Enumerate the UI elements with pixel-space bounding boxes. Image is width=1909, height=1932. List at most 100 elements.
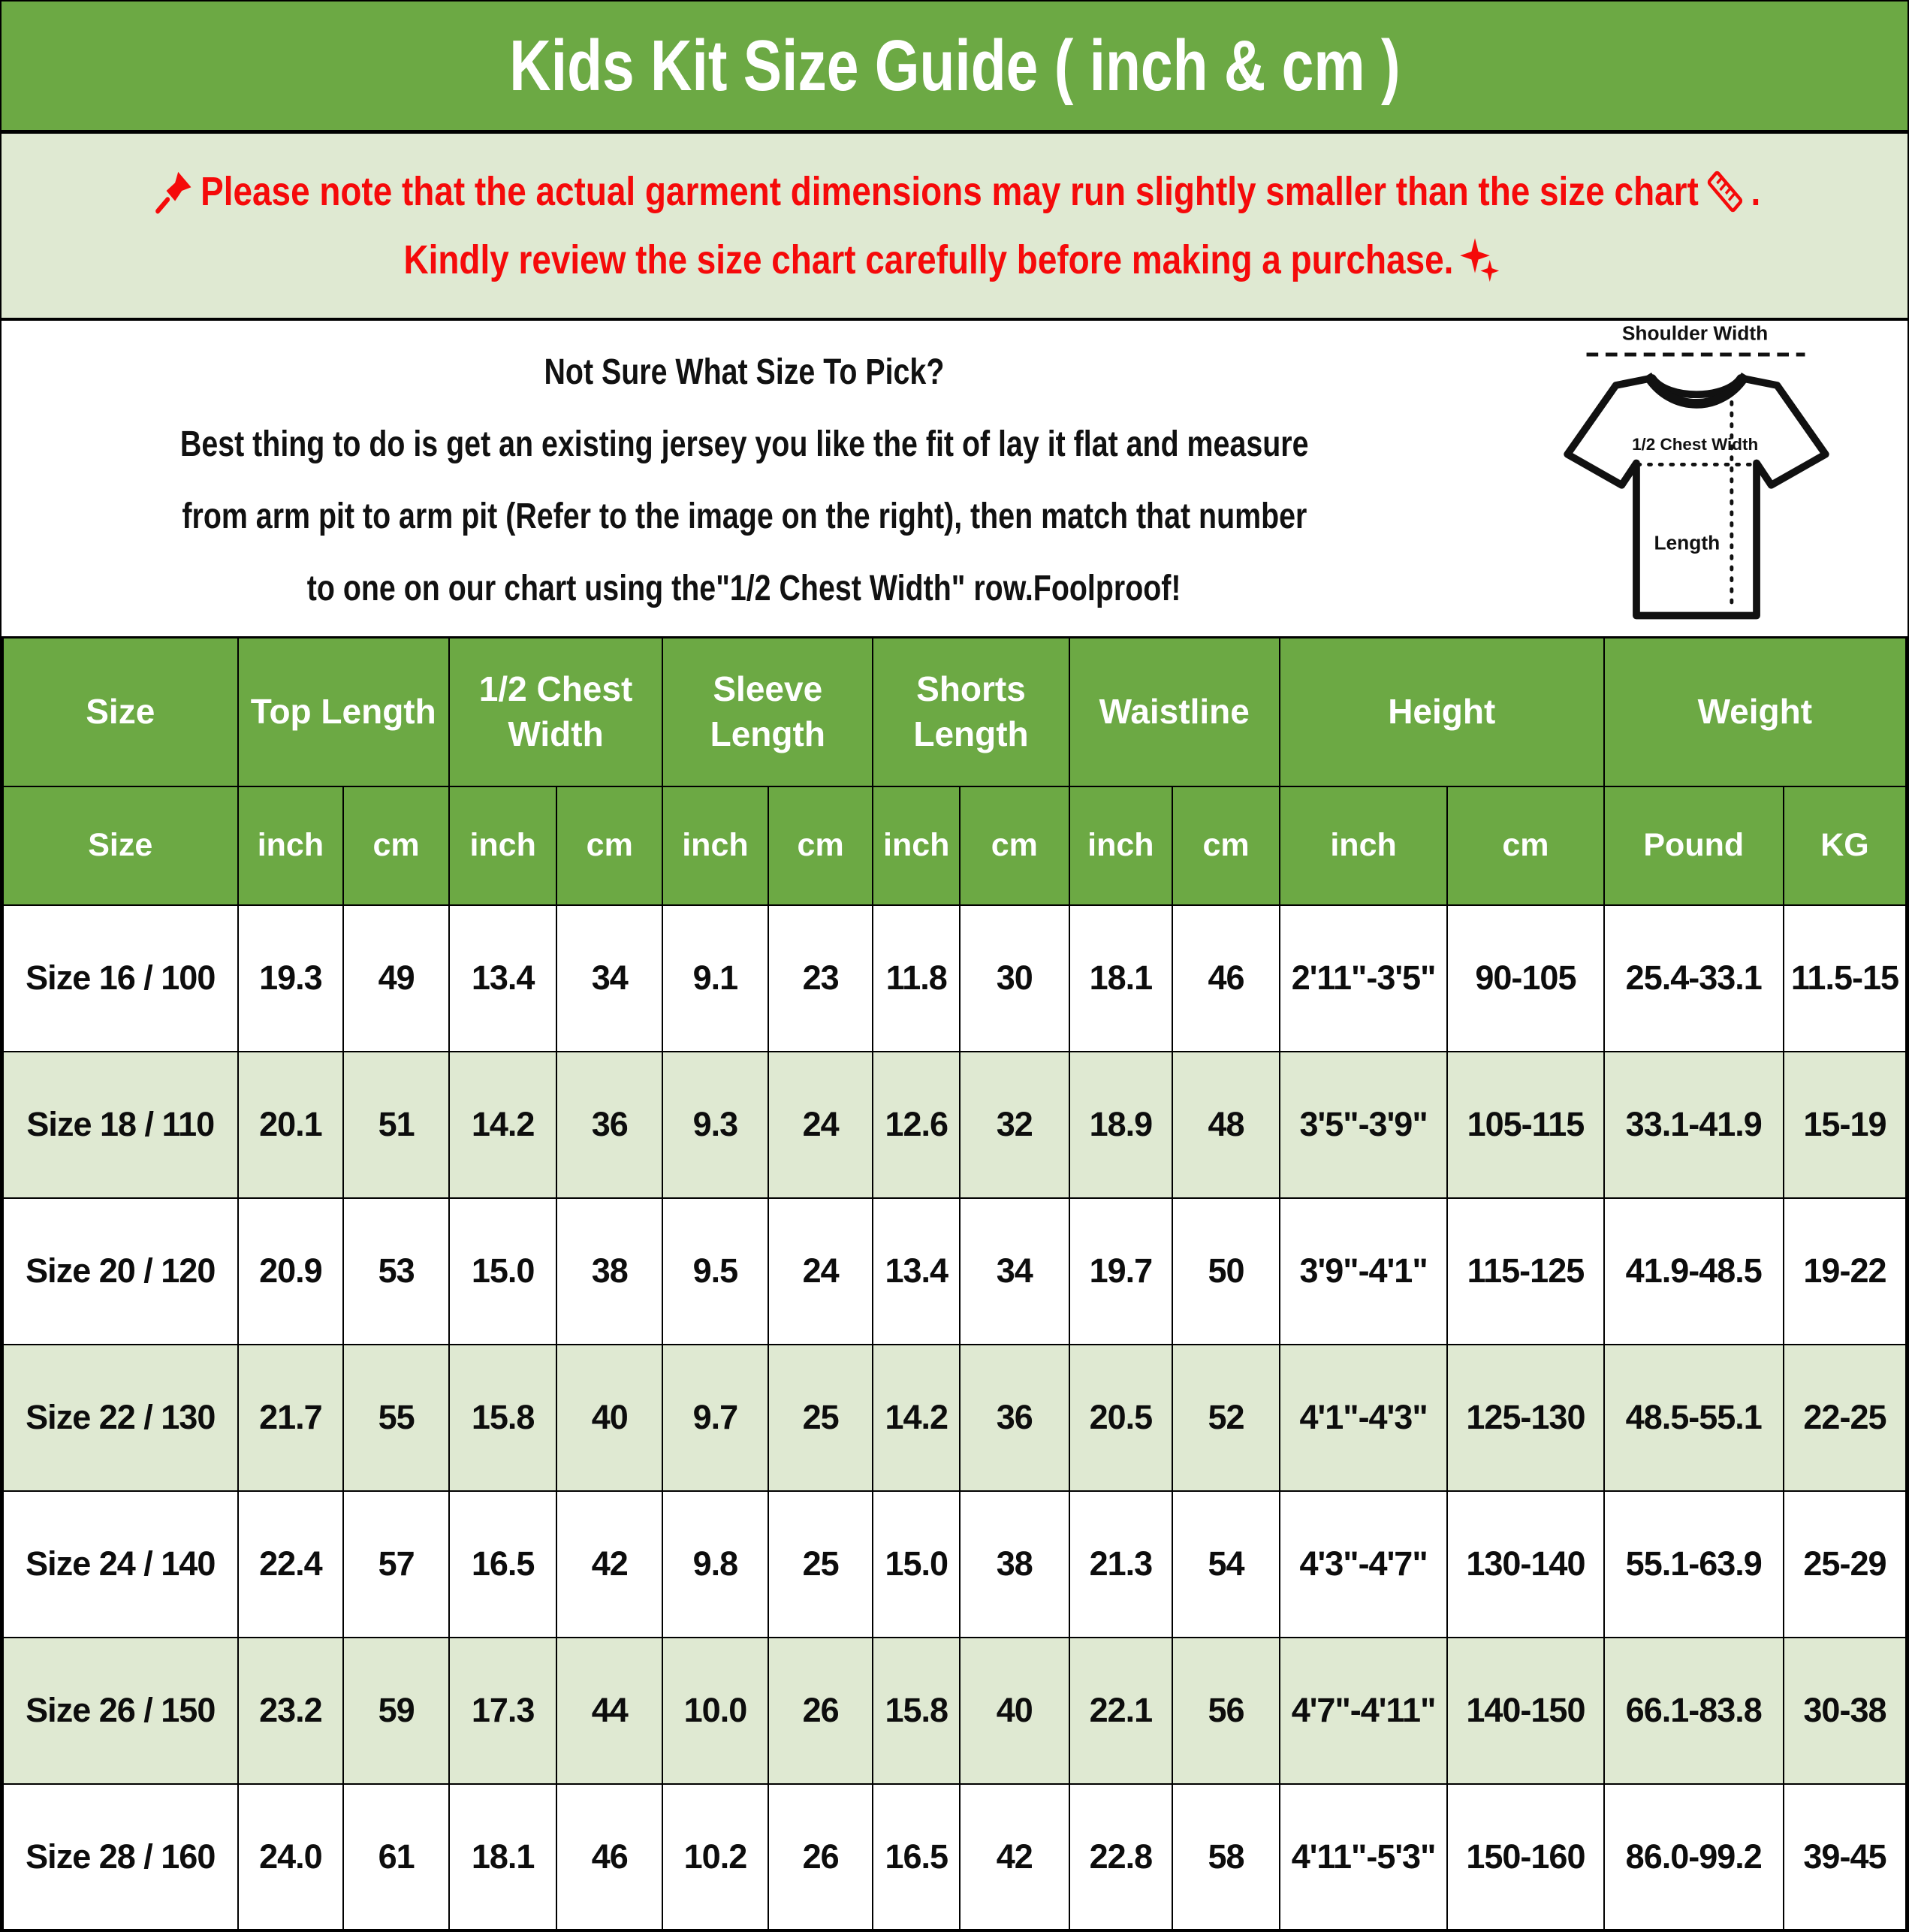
- value-cell: 61: [342, 1783, 450, 1930]
- value-cell: 3'9"-4'1": [1278, 1197, 1449, 1345]
- size-table: Size Top Length 1/2 Chest Width Sleeve Leng…: [2, 636, 1907, 1930]
- title-bar: Kids Kit Size Guide ( inch & cm ): [2, 2, 1907, 134]
- value-cell: 24.0: [237, 1783, 345, 1930]
- value-cell: 52: [1172, 1343, 1280, 1492]
- tshirt-diagram: Shoulder Width 1/2 Chest Width Length: [1564, 324, 1829, 620]
- value-cell: 56: [1172, 1636, 1280, 1785]
- value-cell: 40: [959, 1636, 1070, 1785]
- column-group-weight: Weight: [1603, 636, 1907, 787]
- value-cell: 19.7: [1068, 1197, 1174, 1345]
- value-cell: 86.0-99.2: [1603, 1783, 1784, 1930]
- value-cell: 38: [959, 1490, 1070, 1638]
- value-cell: 12.6: [872, 1050, 961, 1199]
- value-cell: 66.1-83.8: [1603, 1636, 1784, 1785]
- length-label: Length: [1654, 532, 1720, 554]
- notice-text-2: Kindly review the size chart carefully b…: [403, 237, 1454, 282]
- value-cell: 22.1: [1068, 1636, 1174, 1785]
- value-cell: 24: [767, 1197, 874, 1345]
- size-cell: Size 22 / 130: [2, 1343, 239, 1492]
- unit-header-cell: inch: [872, 785, 961, 906]
- unit-header-cell: Pound: [1603, 785, 1784, 906]
- column-group-1-2-chest-width: 1/2 Chest Width: [448, 636, 664, 787]
- pushpin-icon: [155, 172, 192, 214]
- value-cell: 55.1-63.9: [1603, 1490, 1784, 1638]
- sizing-help-line-3: to one on our chart using the"1/2 Chest …: [307, 569, 1181, 608]
- value-cell: 20.9: [237, 1197, 345, 1345]
- value-cell: 9.8: [662, 1490, 769, 1638]
- value-cell: 22.4: [237, 1490, 345, 1638]
- table-row: Size 16 / 100 19.3 49 13.4 34 9.1 23 11.8 30 18.1…: [2, 904, 1907, 1052]
- value-cell: 10.2: [662, 1783, 769, 1930]
- table-row: Size 28 / 160 24.0 61 18.1 46 10.2 26 16.5 42 22.…: [2, 1783, 1907, 1930]
- value-cell: 25.4-33.1: [1603, 904, 1784, 1052]
- value-cell: 34: [959, 1197, 1070, 1345]
- value-cell: 105-115: [1446, 1050, 1605, 1199]
- value-cell: 40: [556, 1343, 664, 1492]
- value-cell: 38: [556, 1197, 664, 1345]
- value-cell: 42: [556, 1490, 664, 1638]
- value-cell: 49: [342, 904, 450, 1052]
- value-cell: 25: [767, 1490, 874, 1638]
- value-cell: 10.0: [662, 1636, 769, 1785]
- value-cell: 58: [1172, 1783, 1280, 1930]
- value-cell: 50: [1172, 1197, 1280, 1345]
- value-cell: 15.0: [448, 1197, 558, 1345]
- value-cell: 53: [342, 1197, 450, 1345]
- group-header-row: Size Top Length 1/2 Chest Width Sleeve Leng…: [2, 636, 1907, 787]
- value-cell: 33.1-41.9: [1603, 1050, 1784, 1199]
- value-cell: 21.7: [237, 1343, 345, 1492]
- value-cell: 24: [767, 1050, 874, 1199]
- value-cell: 115-125: [1446, 1197, 1605, 1345]
- measurement-diagram: Shoulder Width 1/2 Chest Width Length: [1487, 321, 1907, 636]
- column-group-waistline: Waistline: [1068, 636, 1280, 787]
- notice-text-1-suffix: .: [1751, 169, 1761, 215]
- value-cell: 150-160: [1446, 1783, 1605, 1930]
- unit-header-cell: cm: [556, 785, 664, 906]
- table-body: Size 16 / 100 19.3 49 13.4 34 9.1 23 11.8 30 18.1…: [2, 904, 1907, 1930]
- column-group-sleeve-length: Sleeve Length: [662, 636, 874, 787]
- unit-header-cell: inch: [1068, 785, 1174, 906]
- value-cell: 18.1: [448, 1783, 558, 1930]
- column-group-height: Height: [1278, 636, 1605, 787]
- value-cell: 46: [556, 1783, 664, 1930]
- value-cell: 39-45: [1782, 1783, 1907, 1930]
- value-cell: 46: [1172, 904, 1280, 1052]
- value-cell: 2'11"-3'5": [1278, 904, 1449, 1052]
- unit-header-cell: cm: [1446, 785, 1605, 906]
- value-cell: 18.1: [1068, 904, 1174, 1052]
- table-row: Size 22 / 130 21.7 55 15.8 40 9.7 25 14.2 36 20.5…: [2, 1343, 1907, 1492]
- value-cell: 9.1: [662, 904, 769, 1052]
- unit-header-cell: inch: [448, 785, 558, 906]
- table-row: Size 24 / 140 22.4 57 16.5 42 9.8 25 15.0 38 21.3…: [2, 1490, 1907, 1638]
- value-cell: 4'3"-4'7": [1278, 1490, 1449, 1638]
- value-cell: 9.7: [662, 1343, 769, 1492]
- table-row: Size 20 / 120 20.9 53 15.0 38 9.5 24 13.4 34 19.7…: [2, 1197, 1907, 1345]
- unit-header-cell: inch: [662, 785, 769, 906]
- value-cell: 18.9: [1068, 1050, 1174, 1199]
- value-cell: 11.5-15: [1782, 904, 1907, 1052]
- shoulder-width-label: Shoulder Width: [1622, 324, 1768, 344]
- value-cell: 19-22: [1782, 1197, 1907, 1345]
- value-cell: 44: [556, 1636, 664, 1785]
- value-cell: 3'5"-3'9": [1278, 1050, 1449, 1199]
- value-cell: 14.2: [448, 1050, 558, 1199]
- column-group-top-length: Top Length: [237, 636, 450, 787]
- value-cell: 13.4: [448, 904, 558, 1052]
- value-cell: 55: [342, 1343, 450, 1492]
- value-cell: 36: [556, 1050, 664, 1199]
- value-cell: 30: [959, 904, 1070, 1052]
- value-cell: 41.9-48.5: [1603, 1197, 1784, 1345]
- sizing-help-section: Not Sure What Size To Pick? Best thing t…: [2, 321, 1907, 636]
- notice-line-1: Please note that the actual garment dime…: [149, 168, 1761, 215]
- value-cell: 32: [959, 1050, 1070, 1199]
- value-cell: 25: [767, 1343, 874, 1492]
- sparkles-icon: [1459, 237, 1499, 282]
- tshirt-outline: [1564, 374, 1829, 620]
- value-cell: 22-25: [1782, 1343, 1907, 1492]
- value-cell: 30-38: [1782, 1636, 1907, 1785]
- unit-header-cell: Size: [2, 785, 239, 906]
- tshirt-collar: [1643, 372, 1750, 409]
- unit-header-cell: cm: [1172, 785, 1280, 906]
- column-group-size: Size: [2, 636, 239, 787]
